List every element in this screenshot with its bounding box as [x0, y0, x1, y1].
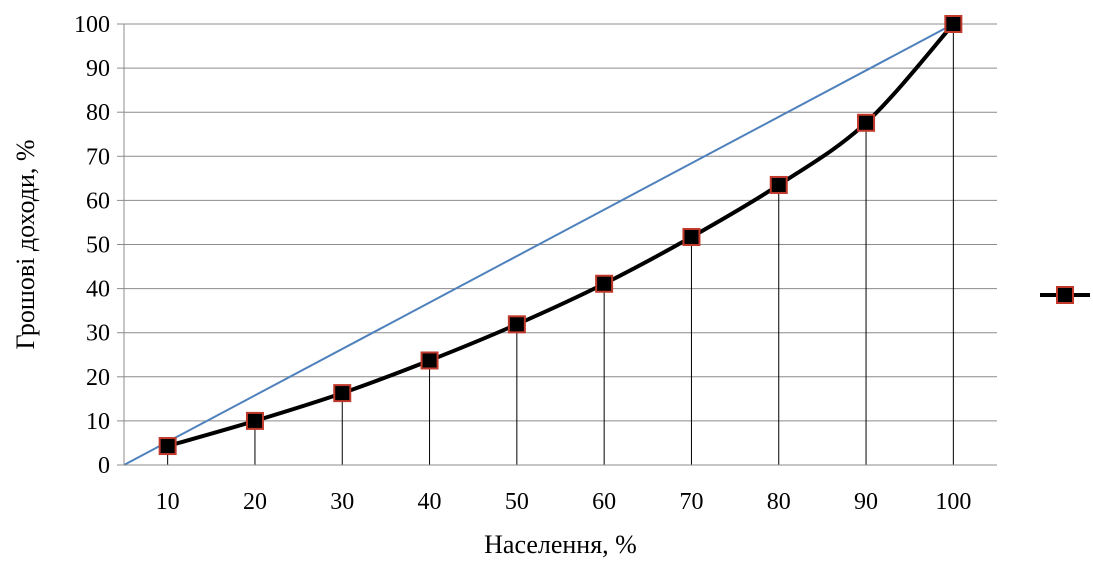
axes — [117, 23, 997, 466]
x-tick-label: 10 — [156, 489, 180, 515]
x-tick-label: 60 — [592, 489, 616, 515]
data-point-marker — [769, 175, 788, 194]
data-point-marker — [245, 411, 264, 430]
x-tick-labels: 10 20 30 40 50 60 70 80 90 100 — [156, 489, 972, 515]
y-tick-label: 50 — [86, 233, 110, 259]
data-point-marker — [944, 15, 963, 33]
data-point-marker — [857, 113, 876, 132]
y-tick-label: 30 — [86, 321, 110, 347]
gridlines — [124, 23, 997, 422]
data-point-marker — [682, 228, 701, 247]
x-tick-label: 50 — [505, 489, 529, 515]
y-tick-label: 60 — [86, 188, 110, 214]
markers — [158, 15, 963, 456]
data-point-marker — [595, 274, 614, 293]
y-tick-label: 40 — [86, 277, 110, 303]
y-tick-label: 0 — [98, 453, 110, 479]
y-tick-label: 90 — [86, 56, 110, 82]
equality-line — [123, 23, 954, 466]
x-axis-title: Населення, % — [484, 530, 637, 559]
equality-reference-line — [123, 23, 954, 466]
x-tick-label: 40 — [418, 489, 442, 515]
y-tick-label: 70 — [86, 144, 110, 170]
data-point-marker — [333, 384, 352, 403]
data-point-marker — [507, 315, 526, 334]
data-point-marker — [420, 351, 439, 370]
y-axis-title: Грошові доходи, % — [11, 139, 40, 349]
y-tick-label: 10 — [86, 409, 110, 435]
series-line — [167, 22, 955, 448]
series-layer — [167, 22, 955, 448]
legend — [1040, 286, 1090, 304]
x-tick-label: 70 — [679, 489, 703, 515]
legend-marker-symbol — [1056, 286, 1074, 304]
x-tick-label: 100 — [935, 489, 971, 515]
x-tick-label: 90 — [854, 489, 878, 515]
x-tick-label: 80 — [767, 489, 791, 515]
y-tick-label: 100 — [74, 12, 110, 38]
x-tick-label: 30 — [330, 489, 354, 515]
data-point-marker — [158, 437, 177, 456]
y-tick-label: 20 — [86, 365, 110, 391]
x-tick-label: 20 — [243, 489, 267, 515]
y-tick-label: 80 — [86, 100, 110, 126]
y-tick-labels: 0 10 20 30 40 50 60 70 80 90 100 — [74, 12, 110, 479]
